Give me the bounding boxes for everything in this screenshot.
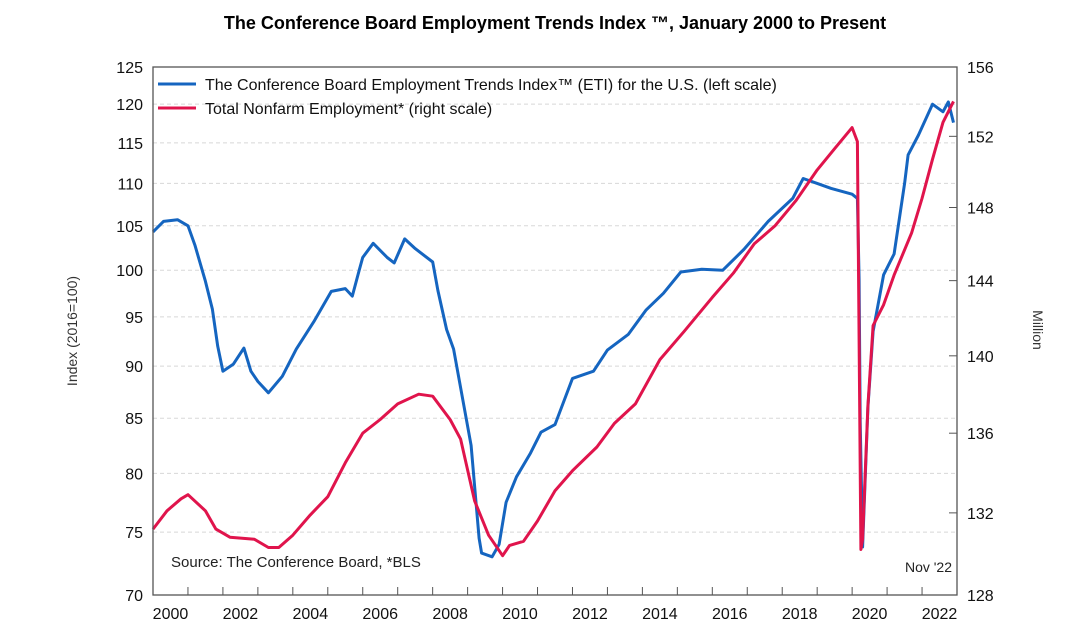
y-tick-label: 125 (116, 60, 143, 77)
legend-label-payroll: Total Nonfarm Employment* (right scale) (205, 101, 492, 118)
y-tick-label: 85 (125, 411, 143, 428)
y-axis-label: Index (2016=100) (64, 276, 80, 386)
plot-frame (152, 66, 958, 596)
y-axis-right: 128 132 136 140 144 148 152 156 (949, 60, 994, 605)
x-tick-label: 2000 (153, 606, 189, 623)
x-tick-label: 2002 (223, 606, 259, 623)
y-tick-label: 80 (125, 466, 143, 483)
legend-label-eti: The Conference Board Employment Trends I… (205, 77, 777, 94)
y2-tick-label: 156 (967, 60, 994, 77)
chart-title: The Conference Board Employment Trends I… (224, 13, 886, 33)
y-tick-label: 110 (117, 176, 143, 193)
eti-line (151, 100, 955, 559)
y2-tick-label: 140 (967, 349, 994, 366)
y-axis-left: 70 75 80 85 90 95 100 105 110 115 120 125 (116, 60, 143, 605)
y-tick-label: 75 (125, 525, 143, 542)
y2-tick-label: 132 (967, 506, 994, 523)
y-tick-label: 70 (125, 588, 143, 605)
x-tick-label: 2010 (502, 606, 538, 623)
x-tick-label: 2018 (782, 606, 818, 623)
y-tick-label: 105 (116, 219, 143, 236)
x-tick-label: 2012 (572, 606, 608, 623)
x-tick-label: 2004 (293, 606, 329, 623)
y-tick-label: 90 (125, 359, 143, 376)
y2-tick-label: 136 (967, 426, 994, 443)
y-tick-label: 95 (125, 310, 143, 327)
series-lines (151, 100, 955, 559)
x-tick-label: 2014 (642, 606, 678, 623)
gridlines (153, 103, 957, 533)
x-tick-label: 2022 (922, 606, 958, 623)
y2-axis-label: Million (1030, 310, 1046, 350)
legend: The Conference Board Employment Trends I… (158, 77, 777, 118)
y-tick-label: 100 (116, 263, 143, 280)
y-tick-label: 120 (116, 97, 143, 114)
y2-tick-label: 128 (967, 588, 994, 605)
source-note: Source: The Conference Board, *BLS (171, 554, 421, 571)
x-tick-label: 2016 (712, 606, 748, 623)
y-tick-label: 115 (117, 136, 143, 153)
x-tick-label: 2020 (852, 606, 888, 623)
x-axis: 2000 2002 2004 2006 2008 2010 2012 2014 2016 2018… (153, 587, 958, 623)
x-tick-label: 2008 (432, 606, 468, 623)
nonfarm-employment-line (151, 100, 955, 558)
x-tick-label: 2006 (362, 606, 398, 623)
y2-tick-label: 144 (967, 274, 994, 291)
date-note: Nov '22 (905, 559, 952, 575)
y2-tick-label: 148 (967, 201, 994, 218)
y2-tick-label: 152 (967, 129, 994, 146)
